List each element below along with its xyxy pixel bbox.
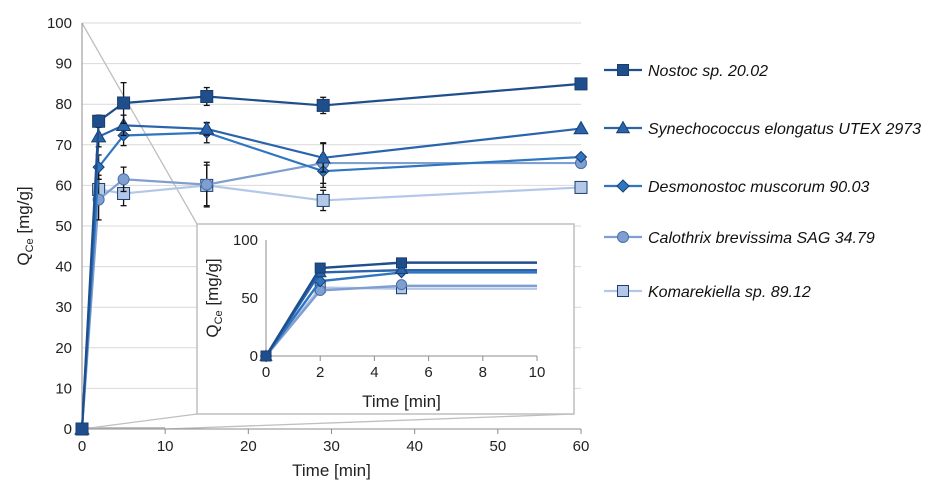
legend-item-1: Synechococcus elongatus UTEX 2973 (604, 120, 921, 138)
main-x-tick-label-0: 0 (78, 438, 86, 455)
main-axes (81, 23, 582, 434)
inset-series-line-0 (264, 261, 537, 357)
inset-frame (196, 223, 575, 415)
zoom-region (82, 427, 166, 429)
main-x-tick-label-50: 50 (489, 438, 506, 455)
main-y-tick-label-0: 0 (64, 421, 72, 438)
inset-x-tick-label-8: 8 (479, 364, 487, 381)
series-0 (75, 77, 588, 436)
inset-series-line-3 (265, 284, 537, 357)
main-y-tick-label-100: 100 (47, 15, 72, 32)
main-x-tick-label-20: 20 (240, 438, 257, 455)
inset-data-point-0-0 (260, 350, 272, 362)
main-x-tick-label-60: 60 (573, 438, 590, 455)
main-y-axis-title: QCe [mg/g] (14, 186, 36, 265)
inset-x-tick-label-6: 6 (424, 364, 432, 381)
data-point-4-4 (316, 193, 330, 207)
inset-series-line-2 (265, 271, 537, 357)
legend-marker-0 (617, 64, 629, 76)
zoom-line-right (165, 413, 575, 430)
main-y-tick-label-30: 30 (55, 299, 72, 316)
data-point-3-2 (117, 173, 130, 186)
legend-item-3: Calothrix brevissima SAG 34.79 (604, 230, 875, 247)
main-x-tick-label-40: 40 (406, 438, 423, 455)
main-x-axis-title: Time [min] (292, 461, 371, 480)
zoom-line-top (81, 22, 198, 225)
legend-label-4: Komarekiella sp. 89.12 (648, 284, 811, 301)
main-y-tick-label-90: 90 (55, 56, 72, 73)
data-point-1-2 (115, 117, 132, 131)
inset-x-tick-label-2: 2 (316, 364, 324, 381)
data-point-1-4 (315, 149, 331, 164)
legend-item-2: Desmonostoc muscorum 90.03 (604, 179, 870, 196)
inset-x-tick-label-0: 0 (262, 364, 270, 381)
data-point-0-5 (574, 77, 588, 91)
inset-y-tick-label-0: 0 (250, 348, 258, 365)
inset-chart: 0 50 100 0 2 4 6 8 10 Time [min] QCe [mg/g] (196, 223, 575, 415)
legend-label-1: Synechococcus elongatus UTEX 2973 (648, 121, 921, 138)
legend-marker-1 (615, 120, 631, 134)
main-series (74, 77, 589, 436)
legend-marker-3 (617, 231, 629, 243)
inset-zoom-lines (81, 22, 575, 430)
data-point-4-5 (574, 180, 588, 194)
inset-series-0 (260, 257, 537, 362)
legend-marker-4 (617, 285, 629, 297)
main-y-tick-label-70: 70 (55, 137, 72, 154)
legend-item-4: Komarekiella sp. 89.12 (604, 284, 811, 301)
main-y-tick-label-50: 50 (55, 218, 72, 235)
data-point-0-3 (200, 89, 214, 103)
main-y-tick-label-60: 60 (55, 177, 72, 194)
inset-x-tick-label-10: 10 (529, 364, 546, 381)
main-y-tick-label-40: 40 (55, 259, 72, 276)
data-point-2-5 (574, 150, 588, 164)
data-point-0-1 (92, 114, 106, 128)
data-point-0-2 (117, 96, 131, 110)
series-line-3 (80, 161, 581, 430)
inset-data-point-0-1 (314, 262, 326, 274)
inset-y-axis-title: QCe [mg/g] (203, 258, 225, 337)
inset-y-tick-label-50: 50 (241, 290, 258, 307)
series-3 (76, 142, 587, 435)
main-y-tick-label-10: 10 (55, 380, 72, 397)
inset-x-axis-title: Time [min] (362, 392, 441, 411)
main-x-tick-label-10: 10 (157, 438, 174, 455)
inset-x-tick-label-4: 4 (370, 364, 378, 381)
main-x-tick-label-30: 30 (323, 438, 340, 455)
legend: Nostoc sp. 20.02 Synechococcus elongatus … (604, 63, 921, 301)
inset-data-point-3-2 (396, 279, 407, 291)
data-point-0-0 (75, 422, 89, 436)
inset-series (259, 257, 537, 363)
zoom-line-left (81, 413, 198, 430)
data-point-0-4 (316, 98, 330, 112)
data-point-1-3 (198, 121, 215, 135)
inset-tick-labels: 0 50 100 0 2 4 6 8 10 (233, 232, 545, 381)
legend-label-3: Calothrix brevissima SAG 34.79 (648, 230, 875, 247)
main-y-tick-label-20: 20 (55, 340, 72, 357)
inset-data-point-1-2 (394, 262, 409, 275)
series-line-2 (80, 131, 582, 430)
inset-y-tick-label-100: 100 (233, 232, 258, 249)
inset-data-point-0-2 (396, 257, 407, 269)
legend-marker-2 (616, 179, 630, 193)
data-point-3-3 (200, 178, 213, 191)
main-y-tick-label-80: 80 (55, 96, 72, 113)
legend-label-2: Desmonostoc muscorum 90.03 (648, 179, 870, 196)
series-line-0 (80, 82, 582, 430)
legend-item-0: Nostoc sp. 20.02 (604, 63, 768, 80)
data-point-1-5 (573, 120, 589, 135)
legend-label-0: Nostoc sp. 20.02 (648, 63, 768, 80)
